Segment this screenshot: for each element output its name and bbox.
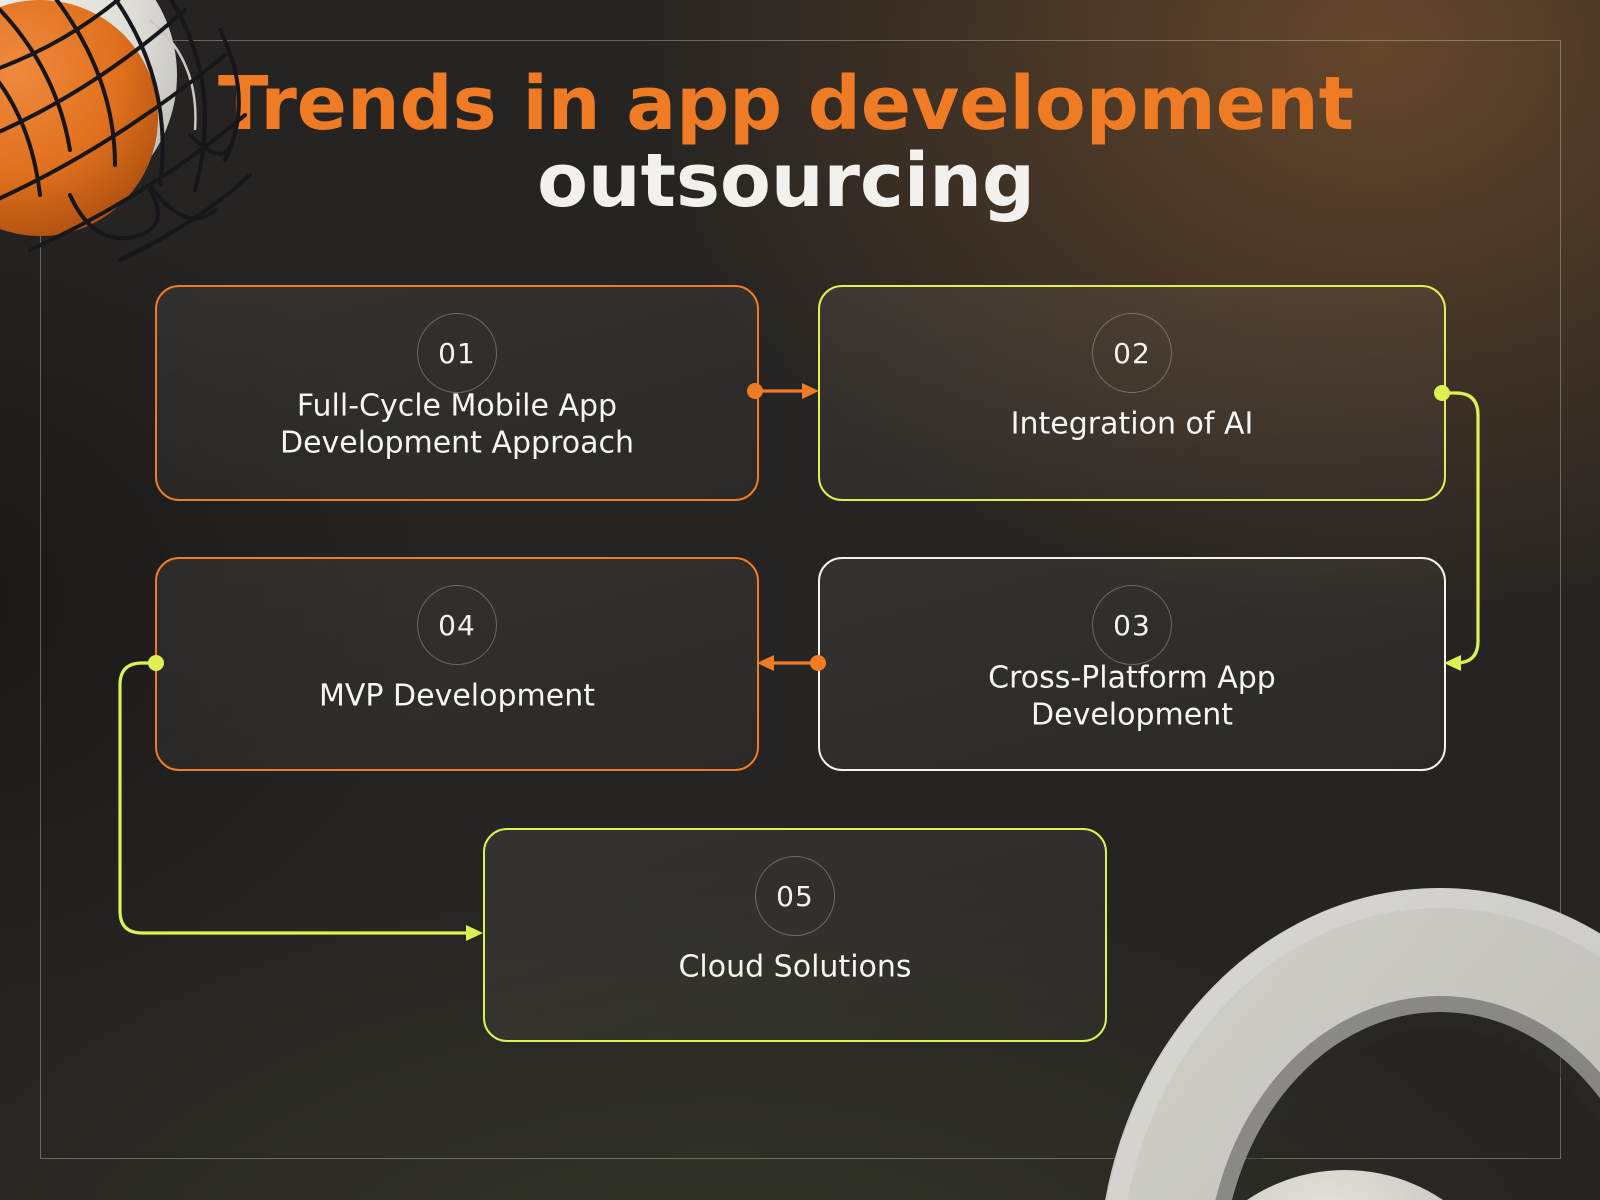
card-cloud-solutions: 05 Cloud Solutions bbox=[483, 828, 1107, 1042]
step-number: 05 bbox=[776, 879, 814, 913]
page-title: Trends in app development outsourcing bbox=[0, 66, 1572, 220]
page-title-line2: outsourcing bbox=[537, 137, 1035, 224]
card-title: Cross-Platform App Development bbox=[988, 660, 1276, 732]
card-integration-of-ai: 02 Integration of AI bbox=[818, 285, 1446, 501]
step-number-circle: 03 bbox=[1092, 585, 1172, 665]
step-number-circle: 01 bbox=[417, 313, 497, 393]
card-title: Integration of AI bbox=[1010, 406, 1254, 442]
page-title-line1: Trends in app development bbox=[217, 61, 1355, 147]
step-number: 04 bbox=[438, 608, 476, 642]
card-cross-platform: 03 Cross-Platform App Development bbox=[818, 557, 1446, 771]
frame-border bbox=[40, 40, 1561, 1159]
step-number: 03 bbox=[1113, 608, 1151, 642]
card-mvp-development: 04 MVP Development bbox=[155, 557, 759, 771]
step-number: 01 bbox=[438, 336, 476, 370]
card-title: Full-Cycle Mobile App Development Approa… bbox=[279, 388, 635, 460]
step-number-circle: 04 bbox=[417, 585, 497, 665]
card-title: MVP Development bbox=[319, 678, 595, 714]
step-number: 02 bbox=[1113, 336, 1151, 370]
step-number-circle: 05 bbox=[755, 856, 835, 936]
step-number-circle: 02 bbox=[1092, 313, 1172, 393]
spiral-ball bbox=[1247, 1170, 1443, 1200]
card-title: Cloud Solutions bbox=[678, 949, 912, 985]
card-full-cycle-development: 01 Full-Cycle Mobile App Development App… bbox=[155, 285, 759, 501]
